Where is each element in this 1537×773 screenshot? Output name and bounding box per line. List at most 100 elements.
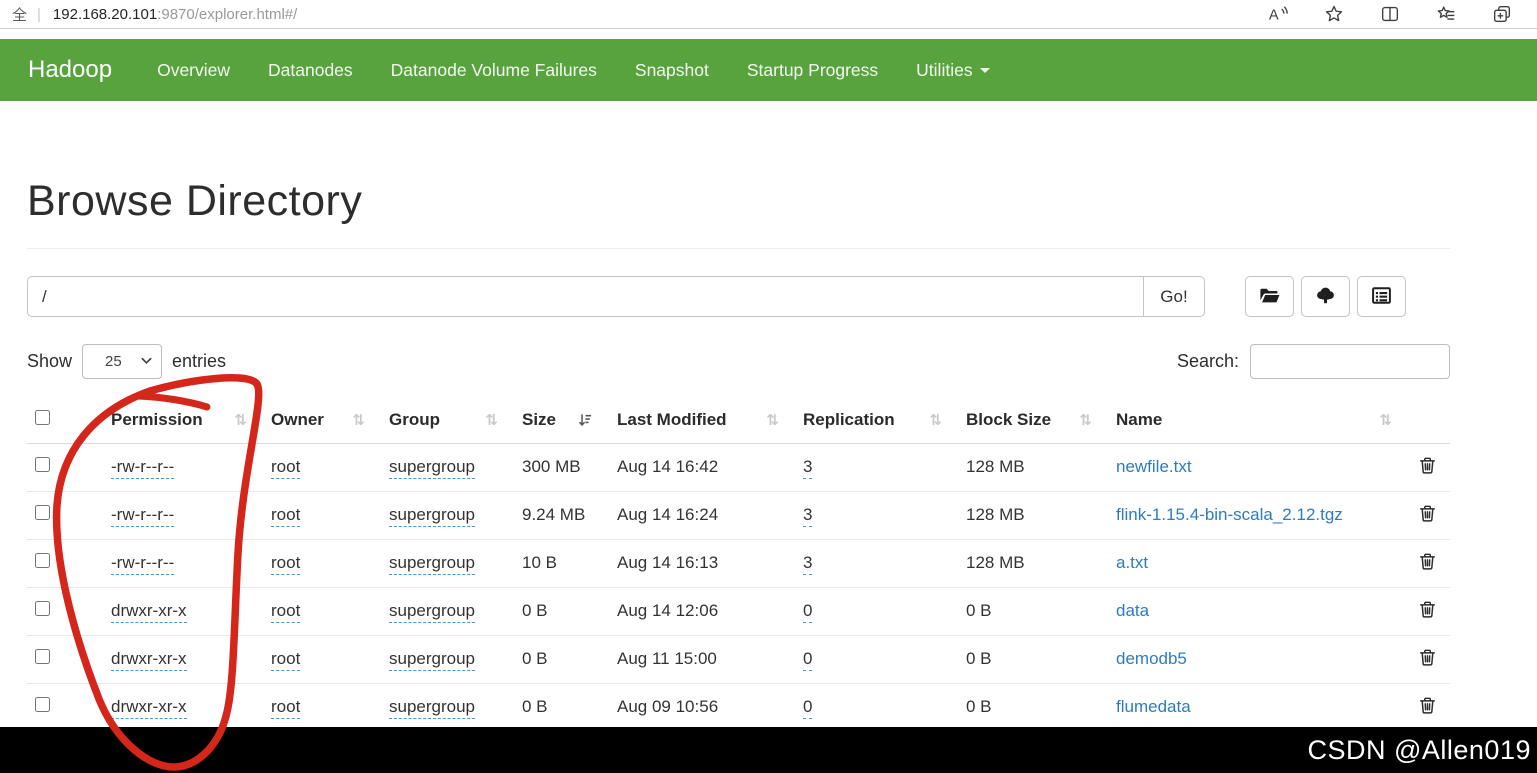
collections-icon[interactable] (1491, 3, 1513, 25)
row-checkbox[interactable] (35, 553, 50, 568)
column-header-name[interactable]: Name ⇅ (1110, 398, 1410, 444)
row-checkbox[interactable] (35, 649, 50, 664)
group-value[interactable]: supergroup (389, 697, 476, 719)
last-modified-value: Aug 14 12:06 (617, 601, 719, 620)
delete-file-button[interactable] (1416, 502, 1439, 528)
file-name-link[interactable]: a.txt (1116, 553, 1149, 572)
read-aloud-icon[interactable]: A (1267, 3, 1289, 25)
delete-file-button[interactable] (1416, 454, 1439, 480)
favorite-star-icon[interactable] (1323, 3, 1345, 25)
row-checkbox[interactable] (35, 601, 50, 616)
hadoop-brand[interactable]: Hadoop (28, 56, 113, 83)
replication-value[interactable]: 0 (803, 649, 813, 671)
table-row: -rw-r--r-- root supergroup 9.24 MB Aug 1… (27, 491, 1450, 540)
sort-icon: ⇅ (234, 412, 247, 430)
create-directory-button[interactable] (1245, 276, 1294, 317)
column-header-block-size[interactable]: Block Size ⇅ (960, 398, 1110, 444)
column-header-replication[interactable]: Replication ⇅ (797, 398, 960, 444)
owner-value[interactable]: root (271, 505, 301, 527)
sort-icon: ⇅ (1379, 412, 1392, 430)
owner-value[interactable]: root (271, 457, 301, 479)
replication-value[interactable]: 0 (803, 697, 813, 719)
replication-value[interactable]: 3 (803, 553, 813, 575)
row-checkbox[interactable] (35, 457, 50, 472)
size-value: 10 B (522, 553, 557, 572)
delete-file-button[interactable] (1416, 598, 1439, 624)
favorites-list-icon[interactable] (1435, 3, 1457, 25)
block-size-value: 0 B (966, 697, 992, 716)
owner-value[interactable]: root (271, 649, 301, 671)
row-checkbox[interactable] (35, 505, 50, 520)
nav-item-datanode-volume-failures[interactable]: Datanode Volume Failures (390, 59, 597, 80)
group-value[interactable]: supergroup (389, 457, 476, 479)
replication-value[interactable]: 0 (803, 601, 813, 623)
table-row: -rw-r--r-- root supergroup 10 B Aug 14 1… (27, 539, 1450, 588)
permission-value[interactable]: drwxr-xr-x (111, 697, 187, 719)
folder-open-icon (1259, 285, 1280, 309)
sort-icon: ⇅ (485, 412, 498, 430)
owner-value[interactable]: root (271, 697, 301, 719)
group-value[interactable]: supergroup (389, 649, 476, 671)
column-header-size[interactable]: Size (516, 398, 611, 444)
column-header-permission[interactable]: Permission ⇅ (105, 398, 265, 444)
row-checkbox[interactable] (35, 697, 50, 712)
watermark-text: CSDN @Allen019 (1307, 734, 1531, 765)
replication-value[interactable]: 3 (803, 505, 813, 527)
sort-icon: ⇅ (766, 412, 779, 430)
nav-item-snapshot[interactable]: Snapshot (634, 59, 709, 80)
table-controls-row: Show 25 entries Search: (27, 344, 1450, 379)
site-permissions-icon[interactable]: 全 (12, 6, 28, 24)
browser-toolbar-icons: A (1267, 3, 1527, 25)
split-screen-icon[interactable] (1379, 3, 1401, 25)
size-value: 300 MB (522, 457, 581, 476)
page-size-select-wrap: 25 (82, 344, 163, 379)
delete-file-button[interactable] (1416, 646, 1439, 672)
group-value[interactable]: supergroup (389, 553, 476, 575)
file-name-link[interactable]: flink-1.15.4-bin-scala_2.12.tgz (1116, 505, 1343, 524)
column-header-owner[interactable]: Owner ⇅ (265, 398, 383, 444)
search-input[interactable] (1250, 344, 1450, 379)
file-name-link[interactable]: flumedata (1116, 697, 1191, 716)
last-modified-value: Aug 11 15:00 (617, 649, 717, 668)
upload-file-button[interactable] (1301, 276, 1350, 317)
trash-icon (1418, 553, 1437, 574)
permission-value[interactable]: -rw-r--r-- (111, 553, 175, 575)
table-row: drwxr-xr-x root supergroup 0 B Aug 11 15… (27, 635, 1450, 684)
nav-item-utilities[interactable]: Utilities (897, 39, 1008, 101)
caret-down-icon (979, 67, 990, 73)
file-table-body: -rw-r--r-- root supergroup 300 MB Aug 14… (27, 443, 1450, 732)
url-host[interactable]: 192.168.20.101 (52, 5, 158, 23)
permission-value[interactable]: -rw-r--r-- (111, 505, 175, 527)
size-value: 0 B (522, 697, 548, 716)
file-name-link[interactable]: newfile.txt (1116, 457, 1192, 476)
group-value[interactable]: supergroup (389, 505, 476, 527)
replication-value[interactable]: 3 (803, 457, 813, 479)
select-all-checkbox[interactable] (35, 410, 50, 426)
cut-paste-button[interactable] (1357, 276, 1406, 317)
owner-value[interactable]: root (271, 601, 301, 623)
file-name-link[interactable]: data (1116, 601, 1150, 620)
file-name-link[interactable]: demodb5 (1116, 649, 1187, 668)
delete-file-button[interactable] (1416, 550, 1439, 576)
owner-value[interactable]: root (271, 553, 301, 575)
permission-value[interactable]: drwxr-xr-x (111, 601, 187, 623)
nav-item-overview[interactable]: Overview (157, 59, 231, 80)
permission-value[interactable]: -rw-r--r-- (111, 457, 175, 479)
directory-path-input[interactable] (27, 276, 1143, 317)
cloud-upload-icon (1315, 285, 1336, 309)
page-title: Browse Directory (27, 177, 363, 225)
trash-icon (1418, 697, 1437, 718)
permission-value[interactable]: drwxr-xr-x (111, 649, 187, 671)
group-value[interactable]: supergroup (389, 601, 476, 623)
table-header-row: Permission ⇅ Owner ⇅ Group ⇅ Size Last Modi… (27, 398, 1450, 444)
page-size-select[interactable]: 25 (82, 344, 163, 379)
go-button[interactable]: Go! (1143, 276, 1205, 317)
nav-item-startup-progress[interactable]: Startup Progress (746, 59, 879, 80)
column-header-group[interactable]: Group ⇅ (383, 398, 516, 444)
size-value: 0 B (522, 601, 548, 620)
url-path[interactable]: :9870/explorer.html#/ (157, 5, 298, 23)
block-size-value: 128 MB (966, 553, 1025, 572)
nav-item-datanodes[interactable]: Datanodes (268, 59, 353, 80)
delete-file-button[interactable] (1416, 694, 1439, 720)
column-header-last-modified[interactable]: Last Modified ⇅ (611, 398, 797, 444)
